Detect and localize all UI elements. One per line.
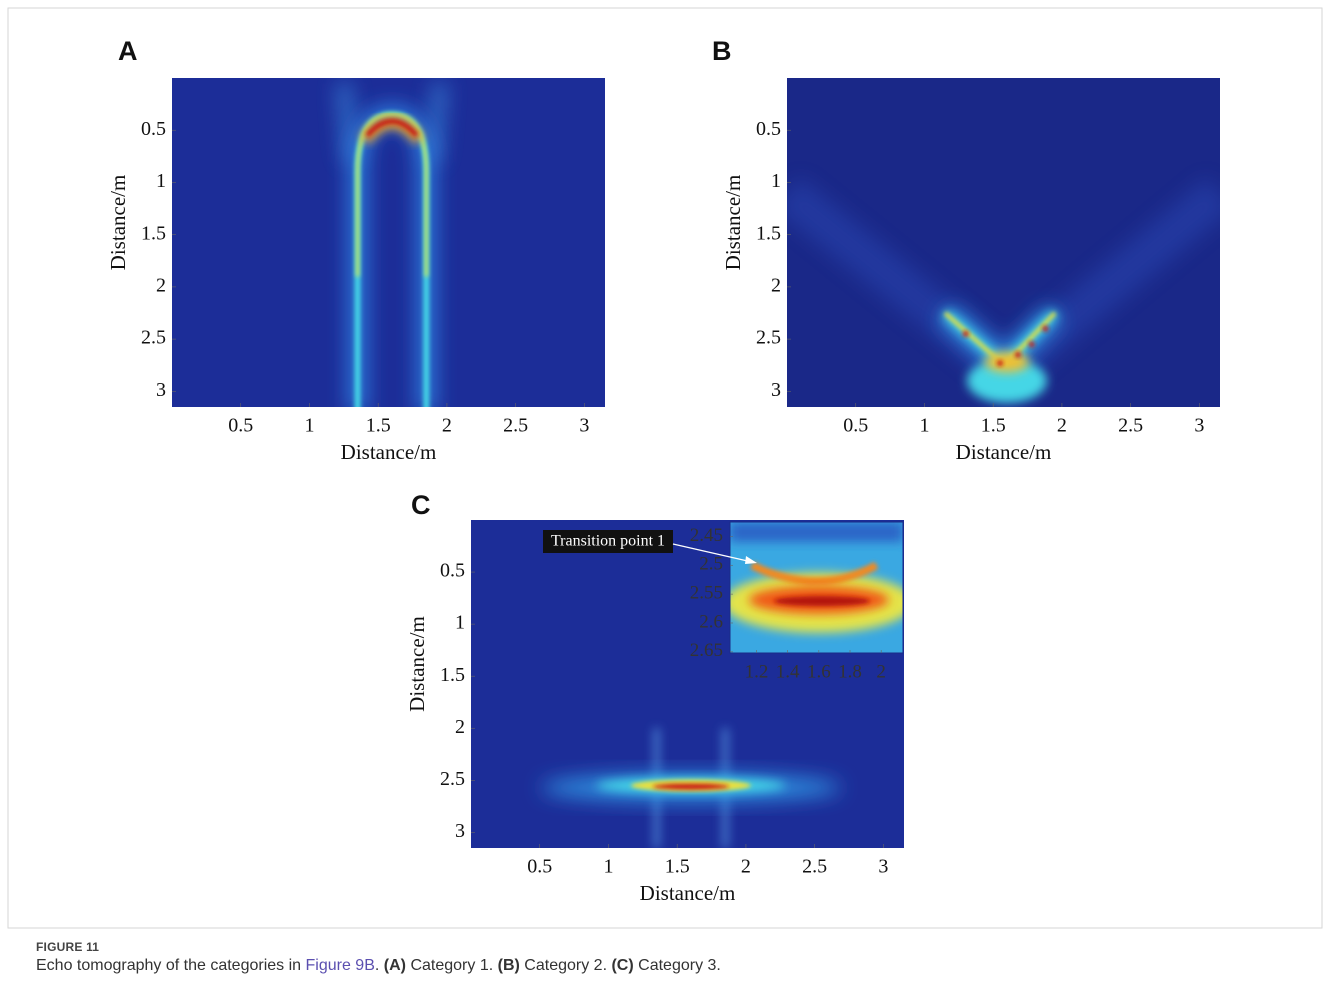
- caption: FIGURE 11 Echo tomography of the categor…: [36, 940, 1296, 975]
- x-tick-label: 0.5: [527, 856, 552, 878]
- x-tick-label: 2.5: [802, 856, 827, 878]
- caption-item: Category 2.: [524, 957, 607, 974]
- x-tick-label: 2.5: [503, 415, 528, 437]
- x-tick-label: 1: [304, 415, 314, 437]
- panel-label: A: [118, 36, 138, 66]
- x-tick-label: 3: [579, 415, 589, 437]
- heat: [1029, 341, 1035, 347]
- caption-text: Echo tomography of the categories in Fig…: [36, 957, 1296, 975]
- heatmap: [172, 78, 605, 412]
- x-axis-label: Distance/m: [341, 440, 437, 464]
- y-tick-label: 1.5: [756, 222, 781, 244]
- caption-lead: Echo tomography of the categories in: [36, 957, 301, 974]
- y-axis-label: Distance/m: [721, 175, 745, 271]
- y-tick-label: 3: [771, 379, 781, 401]
- heat: [963, 331, 969, 337]
- caption-tag: (A): [384, 957, 406, 974]
- y-tick-label: 2.5: [440, 768, 465, 790]
- y-tick-label: 2.65: [690, 640, 723, 661]
- heat: [1015, 352, 1021, 358]
- figure-link[interactable]: Figure 9B: [306, 957, 375, 974]
- y-tick-label: 2: [771, 274, 781, 296]
- heat: [730, 522, 903, 542]
- x-tick-label: 3: [1194, 415, 1204, 437]
- heat: [997, 360, 1003, 366]
- caption-label: FIGURE 11: [36, 940, 1296, 954]
- y-tick-label: 2.5: [141, 327, 166, 349]
- heat: [774, 596, 870, 606]
- x-tick-label: 1.8: [838, 661, 862, 682]
- y-tick-label: 1: [156, 170, 166, 192]
- y-axis-label: Distance/m: [106, 175, 130, 271]
- x-tick-label: 1.5: [366, 415, 391, 437]
- x-tick-label: 2: [442, 415, 452, 437]
- x-tick-label: 1.2: [745, 661, 769, 682]
- inset-heatmap: [724, 522, 914, 653]
- heat: [1042, 326, 1048, 332]
- panel-label: B: [712, 36, 732, 66]
- y-tick-label: 2: [455, 716, 465, 738]
- y-tick-label: 2: [156, 274, 166, 296]
- caption-tag: (B): [498, 957, 520, 974]
- heat: [653, 784, 729, 790]
- y-tick-label: 0.5: [756, 118, 781, 140]
- page: A 0.5 1 1.5 2 2.5 3 0.5 1 1.5 2 2.5 3 Distance/m Dista…: [0, 0, 1330, 996]
- y-axis-label: Distance/m: [405, 616, 429, 712]
- y-tick-label: 2.55: [690, 582, 723, 603]
- y-tick-label: 3: [455, 820, 465, 842]
- heat: [985, 352, 1029, 372]
- x-tick-label: 2: [876, 661, 886, 682]
- x-tick-label: 1.4: [776, 661, 800, 682]
- figure: A 0.5 1 1.5 2 2.5 3 0.5 1 1.5 2 2.5 3 Distance/m Dista…: [0, 0, 1330, 930]
- x-tick-label: 2: [1057, 415, 1067, 437]
- x-tick-label: 3: [878, 856, 888, 878]
- heatmap: [787, 78, 1220, 407]
- x-tick-label: 1.5: [665, 856, 690, 878]
- caption-tag: (C): [611, 957, 633, 974]
- y-tick-label: 1: [455, 612, 465, 634]
- y-tick-label: 1: [771, 170, 781, 192]
- x-tick-label: 1: [603, 856, 613, 878]
- panel-label: C: [411, 490, 431, 520]
- y-tick-label: 2.5: [756, 327, 781, 349]
- annotation: Transition point 1: [551, 533, 665, 550]
- x-tick-label: 1.5: [981, 415, 1006, 437]
- y-tick-label: 3: [156, 379, 166, 401]
- caption-item: Category 1.: [410, 957, 493, 974]
- caption-item: Category 3.: [638, 957, 721, 974]
- x-tick-label: 1: [919, 415, 929, 437]
- x-axis-label: Distance/m: [956, 440, 1052, 464]
- y-tick-label: 1.5: [440, 664, 465, 686]
- caption-punct: .: [375, 957, 379, 974]
- y-tick-label: 0.5: [440, 560, 465, 582]
- y-tick-label: 1.5: [141, 222, 166, 244]
- y-tick-label: 0.5: [141, 118, 166, 140]
- x-axis-label: Distance/m: [640, 881, 736, 905]
- x-tick-label: 0.5: [843, 415, 868, 437]
- x-tick-label: 2: [741, 856, 751, 878]
- x-tick-label: 1.6: [807, 661, 831, 682]
- y-tick-label: 2.45: [690, 525, 723, 546]
- x-tick-label: 2.5: [1118, 415, 1143, 437]
- x-tick-label: 0.5: [228, 415, 253, 437]
- y-tick-label: 2.5: [699, 554, 723, 575]
- y-tick-label: 2.6: [699, 611, 723, 632]
